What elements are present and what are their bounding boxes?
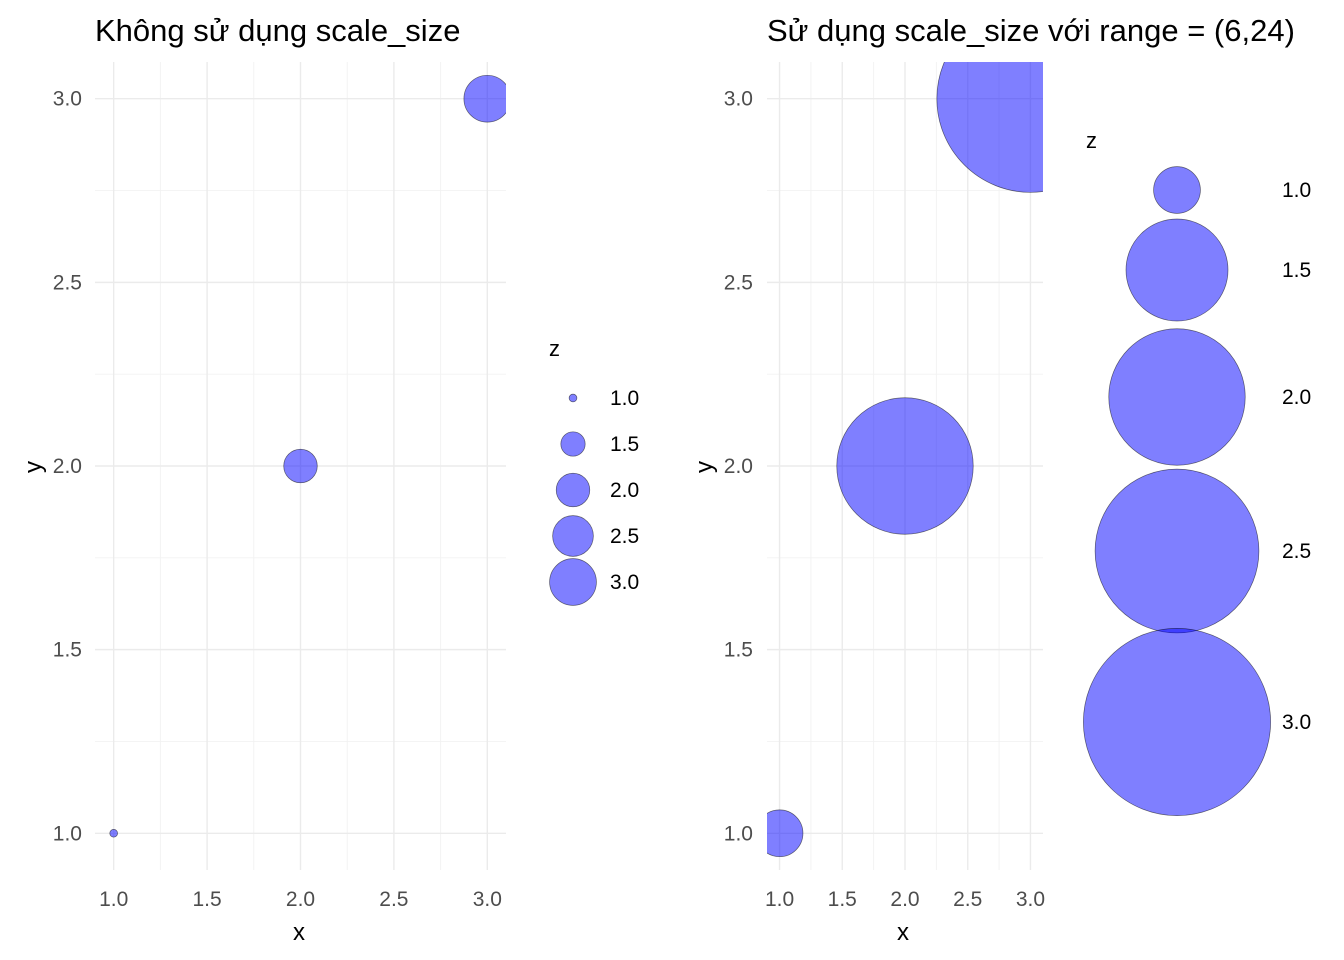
- data-point: [463, 74, 506, 123]
- x-tick-label: 2.0: [286, 888, 315, 911]
- legend-label: 2.0: [610, 479, 639, 502]
- legend-label: 1.5: [610, 433, 639, 456]
- left-y-tick-labels: 1.0 1.5 2.0 2.5 3.0: [53, 88, 82, 846]
- y-tick-label: 2.5: [724, 271, 753, 294]
- legend-label: 2.0: [1282, 386, 1311, 409]
- left-x-axis-title: x: [293, 919, 305, 946]
- legend-label: 2.5: [610, 525, 639, 548]
- x-tick-label: 1.0: [765, 888, 794, 911]
- data-point: [767, 809, 804, 858]
- right-legend-keys: 1.0 1.5 2.0 2.5 3.0: [1083, 166, 1311, 816]
- data-point: [936, 62, 1043, 193]
- legend-label: 3.0: [610, 571, 639, 594]
- legend-key: [1153, 166, 1201, 214]
- left-legend-keys: 1.0 1.5 2.0 2.5 3.0: [549, 387, 639, 606]
- y-tick-label: 3.0: [53, 88, 82, 111]
- legend-label: 1.0: [610, 387, 639, 410]
- legend-key: [552, 515, 594, 557]
- left-panel: Không sử dụng scale_size 1.0 1.5 2.0 2.5 3.0…: [20, 13, 639, 946]
- legend-label: 3.0: [1282, 711, 1311, 734]
- x-tick-label: 3.0: [473, 888, 502, 911]
- right-y-tick-labels: 1.0 1.5 2.0 2.5 3.0: [724, 88, 753, 846]
- legend-key: [1108, 328, 1246, 466]
- legend-key: [1125, 218, 1229, 322]
- y-tick-label: 3.0: [724, 88, 753, 111]
- y-tick-label: 1.5: [53, 639, 82, 662]
- legend-key: [560, 431, 586, 457]
- y-tick-label: 2.0: [53, 455, 82, 478]
- right-y-axis-title: y: [691, 461, 718, 473]
- right-panel: Sử dụng scale_size với range = (6,24) 1.…: [691, 13, 1311, 946]
- right-x-tick-labels: 1.0 1.5 2.0 2.5 3.0: [765, 888, 1045, 911]
- y-tick-label: 1.0: [53, 822, 82, 845]
- left-y-axis-title: y: [20, 461, 47, 473]
- y-tick-label: 2.0: [724, 455, 753, 478]
- left-legend-title: z: [549, 336, 560, 361]
- x-tick-label: 1.5: [828, 888, 857, 911]
- legend-key: [568, 393, 578, 403]
- x-tick-label: 1.0: [99, 888, 128, 911]
- x-tick-label: 2.0: [890, 888, 919, 911]
- data-point: [283, 448, 318, 484]
- y-tick-label: 1.5: [724, 639, 753, 662]
- x-tick-label: 3.0: [1016, 888, 1045, 911]
- legend-label: 2.5: [1282, 540, 1311, 563]
- data-point: [836, 397, 974, 535]
- legend-key: [555, 472, 591, 508]
- left-points: [109, 74, 506, 838]
- y-tick-label: 1.0: [724, 822, 753, 845]
- left-x-tick-labels: 1.0 1.5 2.0 2.5 3.0: [99, 888, 502, 911]
- x-tick-label: 2.5: [379, 888, 408, 911]
- legend-key: [1094, 468, 1260, 634]
- right-x-axis-title: x: [897, 919, 909, 946]
- legend-key: [1083, 628, 1271, 816]
- left-legend: z 1.0 1.5 2.0 2.5 3.0: [549, 336, 639, 606]
- x-tick-label: 1.5: [192, 888, 221, 911]
- y-tick-label: 2.5: [53, 271, 82, 294]
- data-point: [109, 829, 118, 838]
- legend-label: 1.5: [1282, 259, 1311, 282]
- x-tick-label: 2.5: [953, 888, 982, 911]
- right-points: [767, 62, 1043, 858]
- right-legend-title: z: [1086, 128, 1097, 153]
- right-plot-title: Sử dụng scale_size với range = (6,24): [767, 13, 1295, 48]
- legend-key: [549, 558, 597, 606]
- right-legend: z 1.0 1.5 2.0 2.5 3.0: [1083, 128, 1311, 816]
- left-plot-title: Không sử dụng scale_size: [95, 13, 460, 48]
- legend-label: 1.0: [1282, 179, 1311, 202]
